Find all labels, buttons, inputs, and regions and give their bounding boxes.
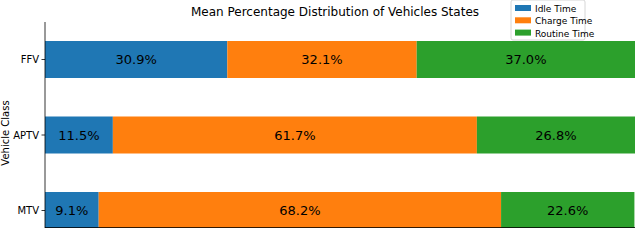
data-label: 22.6% [547,203,588,218]
bar-segment [99,192,501,228]
y-axis-label: Vehicle Class [0,100,11,165]
legend-label: Charge Time [535,16,593,26]
bar-segment [501,192,634,228]
data-label: 30.9% [115,52,156,67]
bar-segment [45,117,113,154]
legend: Idle Time Charge Time Routine Time [511,0,595,40]
y-tick-label: FFV [21,54,40,65]
legend-swatch [515,30,531,36]
data-label: 37.0% [505,52,546,67]
data-label: 61.7% [274,128,315,143]
chart: 30.9% 32.1% 37.0% 11.5% 61.7% 26.8% 9.1% 68.2% 2… [0,0,640,228]
data-label: 9.1% [55,203,88,218]
y-tick [42,59,46,60]
bar-segment [45,41,227,78]
bar-segment [417,41,635,78]
data-labels: 30.9% 32.1% 37.0% 11.5% 61.7% 26.8% 9.1% 68.2% 2… [55,52,588,218]
y-tick-label: MTV [17,205,39,216]
legend-label: Idle Time [535,4,577,14]
legend-swatch [515,5,531,11]
x-axis-line [45,227,635,228]
y-tick [42,135,46,136]
bars [45,41,635,228]
legend-swatch [515,17,531,23]
legend-label: Routine Time [535,29,595,39]
title: Mean Percentage Distribution of Vehicles… [191,5,479,19]
data-label: 26.8% [535,128,576,143]
data-label: 11.5% [58,128,99,143]
data-label: 68.2% [279,203,320,218]
y-tick-label: APTV [13,130,39,141]
data-label: 32.1% [301,52,342,67]
y-tick [42,210,46,211]
bar-segment [227,41,416,78]
bar-segment [477,117,635,154]
bar-segment [45,192,99,228]
y-axis-line [45,22,46,228]
bar-segment [113,117,477,154]
